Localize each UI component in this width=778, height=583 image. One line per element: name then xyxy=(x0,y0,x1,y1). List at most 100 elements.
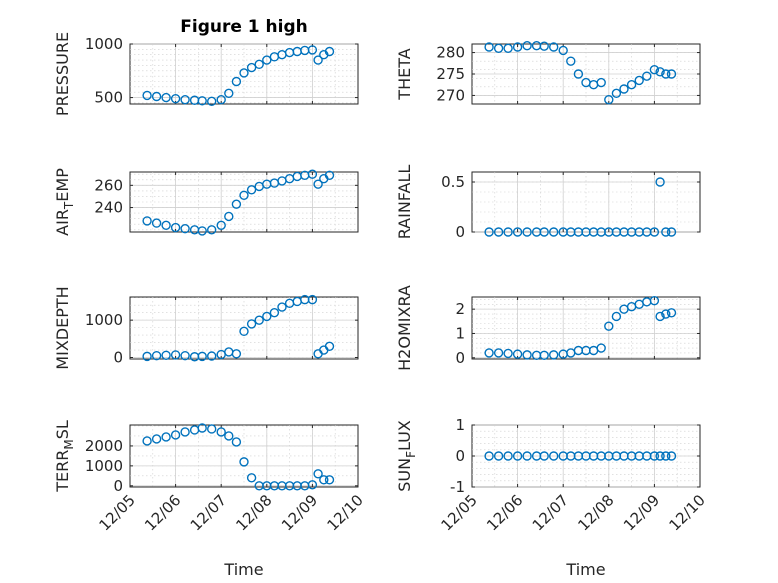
y-axis-label: TERRMSL xyxy=(53,420,76,493)
data-point xyxy=(216,427,226,437)
data-point xyxy=(246,185,257,195)
data-point xyxy=(231,349,242,359)
data-point xyxy=(512,349,523,359)
data-point xyxy=(634,75,644,86)
data-point xyxy=(522,350,532,360)
data-point xyxy=(216,220,226,231)
data-point xyxy=(313,469,323,479)
y-axis-label: PRESSURE xyxy=(53,32,72,116)
data-point xyxy=(512,451,523,461)
y-tick-label: 1000 xyxy=(85,457,123,475)
y-tick-label: 240 xyxy=(94,199,123,217)
data-point xyxy=(246,62,257,73)
data-point xyxy=(224,431,234,441)
data-point xyxy=(493,227,504,237)
y-axis-label: H2OMIXRA xyxy=(395,285,414,371)
data-point xyxy=(151,91,162,102)
data-point xyxy=(549,350,559,360)
data-point xyxy=(239,457,249,467)
data-point xyxy=(484,451,494,461)
data-point xyxy=(604,95,614,105)
data-point xyxy=(649,227,660,237)
data-point xyxy=(484,227,494,237)
data-point xyxy=(180,427,190,437)
y-axis-label: AIRTEMP xyxy=(53,168,76,236)
y-tick-label: 1 xyxy=(455,416,465,434)
y-axis-label: THETA xyxy=(395,48,414,100)
data-point xyxy=(596,343,606,353)
data-point xyxy=(262,55,272,65)
data-point xyxy=(170,93,181,104)
data-point xyxy=(661,227,671,237)
data-point xyxy=(539,451,549,461)
data-point xyxy=(655,67,665,77)
data-point xyxy=(558,45,568,56)
data-point xyxy=(197,226,207,236)
y-tick-label: 0 xyxy=(113,477,123,495)
data-point xyxy=(484,348,494,358)
data-point xyxy=(180,223,190,234)
data-point xyxy=(666,227,677,237)
data-point xyxy=(239,68,249,78)
data-point xyxy=(522,41,532,51)
data-point xyxy=(151,434,162,444)
data-point xyxy=(503,451,513,461)
data-point xyxy=(307,480,318,490)
data-point xyxy=(324,341,335,352)
data-point xyxy=(206,424,217,434)
data-point xyxy=(246,473,257,483)
data-point xyxy=(170,350,181,360)
y-tick-label: -1 xyxy=(450,478,465,496)
data-point xyxy=(161,350,171,360)
data-point xyxy=(549,227,559,237)
data-point xyxy=(246,319,257,329)
subplot-air_temp: 240 260 AIRTEMP xyxy=(53,168,359,236)
y-tick-label: 0 xyxy=(455,349,465,367)
data-point xyxy=(206,351,217,361)
data-point xyxy=(522,227,532,237)
data-point xyxy=(566,56,576,66)
data-point xyxy=(224,211,234,222)
data-point xyxy=(324,46,335,57)
data-point xyxy=(522,451,532,461)
subplot-rainfall: 0 0.5 RAINFALL xyxy=(395,165,701,241)
data-point xyxy=(239,190,249,201)
data-point xyxy=(626,80,637,90)
subplot-pressure: 500 1000 PRESSURE Figure 1 high xyxy=(53,17,359,116)
data-point xyxy=(269,307,280,318)
y-tick-label: 0 xyxy=(113,349,123,367)
data-point xyxy=(611,311,622,322)
data-point xyxy=(503,348,513,359)
data-point xyxy=(619,84,629,94)
data-point xyxy=(549,42,559,52)
data-point xyxy=(180,350,190,361)
data-point xyxy=(539,227,549,237)
data-point xyxy=(604,321,614,331)
data-point xyxy=(307,45,318,55)
y-tick-label: 0 xyxy=(455,223,465,241)
subplot-mixdepth: 0 1000 MIXDEPTH xyxy=(53,286,359,370)
x-axis-label: Time xyxy=(223,560,263,579)
y-tick-label: 275 xyxy=(436,65,465,83)
y-tick-label: 280 xyxy=(436,44,465,62)
subplot-h2omixra: 0 1 2 H2OMIXRA xyxy=(395,285,701,371)
data-point xyxy=(503,43,513,53)
data-point xyxy=(655,177,665,187)
data-point xyxy=(142,90,152,101)
data-point xyxy=(649,451,660,461)
data-point xyxy=(666,69,677,79)
data-point xyxy=(231,199,242,209)
data-point xyxy=(319,475,329,485)
data-point xyxy=(151,350,162,361)
data-point xyxy=(573,69,584,79)
data-point xyxy=(197,96,207,106)
data-point xyxy=(666,451,677,461)
y-tick-label: 270 xyxy=(436,86,465,104)
data-point xyxy=(197,423,207,433)
data-point xyxy=(254,59,264,70)
chart-title: Figure 1 high xyxy=(180,17,308,37)
y-tick-label: 260 xyxy=(94,176,123,194)
y-tick-label: 1 xyxy=(455,324,465,342)
y-tick-label: 2000 xyxy=(85,437,123,455)
data-point xyxy=(262,311,272,322)
